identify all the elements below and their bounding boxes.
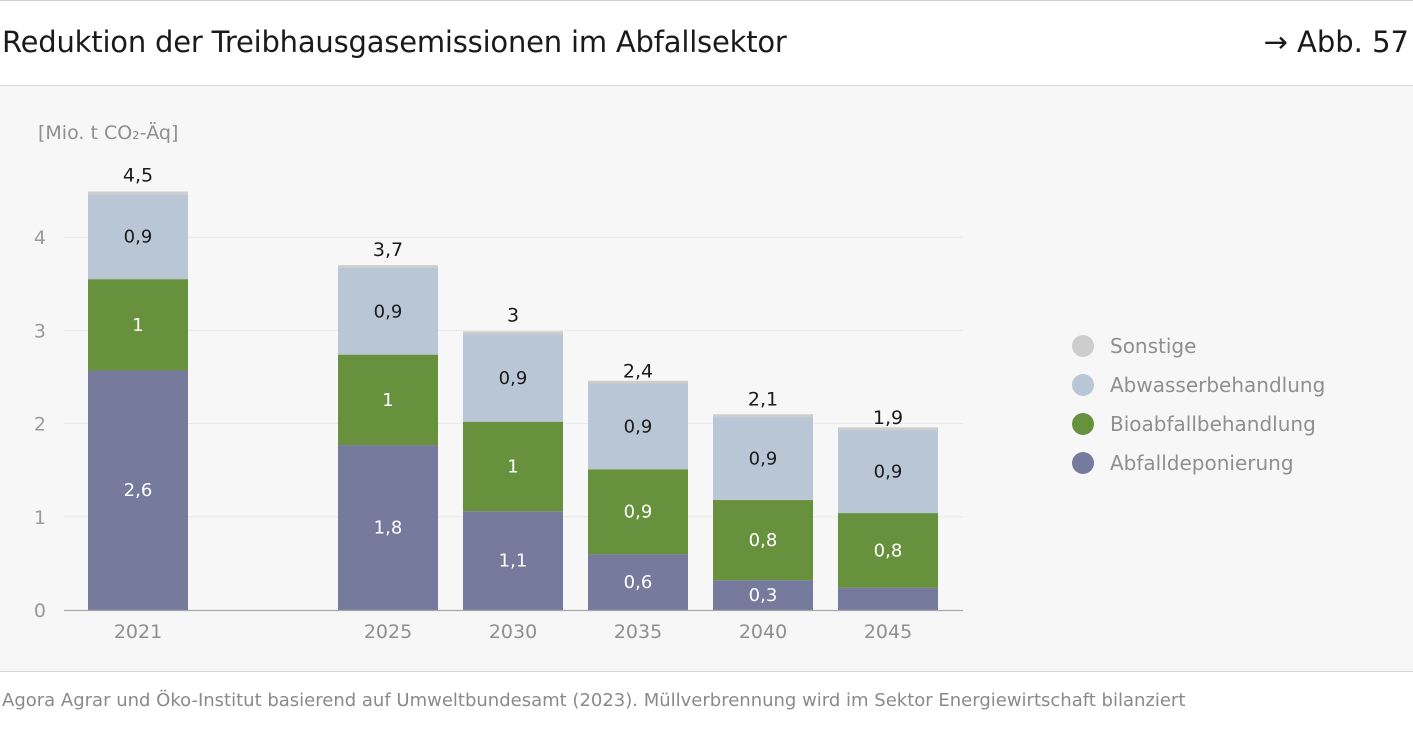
- source-note: Agora Agrar und Öko-Institut basierend a…: [2, 690, 1186, 711]
- total-label: 2,1: [748, 388, 778, 410]
- bar-segment: [338, 267, 438, 355]
- data-label: 2,6: [124, 480, 153, 501]
- x-tick-label: 2040: [739, 621, 787, 643]
- bar-segment: [838, 430, 938, 514]
- x-tick-label: 2025: [364, 621, 412, 643]
- bar-segment: [588, 380, 688, 384]
- stacked-bar-chart: [Mio. t CO₂-Äq] 0 1 2 3 4 2,6 1 0,9 4,5 2021 1,8 1 0,…: [34, 121, 963, 643]
- data-label: 0,3: [749, 585, 778, 606]
- bar-segment: [88, 370, 188, 610]
- bar-segment: [463, 421, 563, 512]
- y-tick-label: 0: [34, 600, 46, 622]
- bar-segment: [713, 580, 813, 610]
- data-label: 0,8: [749, 530, 778, 551]
- data-label: 1,8: [374, 518, 403, 539]
- y-tick-label: 3: [34, 320, 46, 342]
- chart-legend: Sonstige Abwasserbehandlung Bioabfallbehan…: [1072, 326, 1325, 482]
- x-tick-label: 2021: [114, 621, 162, 643]
- x-tick-label: 2030: [489, 621, 537, 643]
- bar-segment: [338, 445, 438, 610]
- data-label: 0,9: [374, 301, 403, 322]
- total-label: 3: [507, 304, 519, 326]
- bar-segment: [588, 469, 688, 555]
- legend-label: Sonstige: [1110, 333, 1197, 358]
- bar-segment: [588, 383, 688, 470]
- data-label: 1,1: [499, 551, 528, 572]
- bar-segment: [463, 511, 563, 610]
- chart-panel: [0, 85, 1413, 672]
- bar-segment: [713, 417, 813, 501]
- legend-swatch: [1072, 412, 1094, 435]
- bar-segment: [838, 587, 938, 610]
- total-label: 4,5: [123, 165, 153, 187]
- top-rule: [0, 0, 1413, 1]
- bar-segment: [838, 427, 938, 431]
- data-label: 0,9: [749, 449, 778, 470]
- legend-item: Abwasserbehandlung: [1072, 365, 1325, 404]
- y-tick-label: 1: [34, 507, 46, 529]
- bar-segment: [713, 414, 813, 418]
- data-label: 0,9: [624, 502, 653, 523]
- y-axis-label: [Mio. t CO₂-Äq]: [38, 121, 178, 144]
- legend-label: Bioabfallbehandlung: [1110, 411, 1316, 436]
- data-label: 1: [507, 456, 518, 477]
- y-tick-label: 4: [34, 227, 46, 249]
- bar-segment: [713, 500, 813, 581]
- legend-item: Sonstige: [1072, 326, 1325, 365]
- data-label: 0,9: [624, 416, 653, 437]
- data-label: 0,9: [124, 227, 153, 248]
- legend-swatch: [1072, 334, 1094, 357]
- bar-segment: [463, 334, 563, 422]
- legend-item: Bioabfallbehandlung: [1072, 404, 1325, 443]
- legend-label: Abwasserbehandlung: [1110, 372, 1326, 397]
- data-label: 0,8: [874, 540, 903, 561]
- legend-item: Abfalldeponierung: [1072, 443, 1325, 482]
- bar-segment: [88, 279, 188, 371]
- total-label: 3,7: [373, 239, 403, 261]
- legend-label: Abfalldeponierung: [1110, 450, 1294, 475]
- data-label: 0,9: [874, 462, 903, 483]
- total-label: 1,9: [873, 407, 903, 429]
- bar-segment: [588, 554, 688, 610]
- bar-segment: [838, 513, 938, 588]
- figure-header: Reduktion der Treibhausgasemissionen im …: [0, 1, 1413, 85]
- data-label: 0,9: [499, 368, 528, 389]
- data-label: 1: [382, 390, 393, 411]
- legend-swatch: [1072, 373, 1094, 396]
- legend-swatch: [1072, 451, 1094, 474]
- chart-title: Reduktion der Treibhausgasemissionen im …: [2, 25, 787, 59]
- data-label: 0,6: [624, 572, 653, 593]
- x-tick-label: 2035: [614, 621, 662, 643]
- data-label: 1: [132, 315, 143, 336]
- total-label: 2,4: [623, 360, 653, 382]
- y-tick-label: 2: [34, 414, 46, 436]
- bar-segment: [463, 331, 563, 335]
- bar-segment: [88, 194, 188, 280]
- figure-reference-link[interactable]: → Abb. 57: [1263, 25, 1409, 59]
- bar-segment: [338, 265, 438, 268]
- bar-segment: [338, 354, 438, 446]
- bar-segment: [88, 191, 188, 195]
- x-tick-label: 2045: [864, 621, 912, 643]
